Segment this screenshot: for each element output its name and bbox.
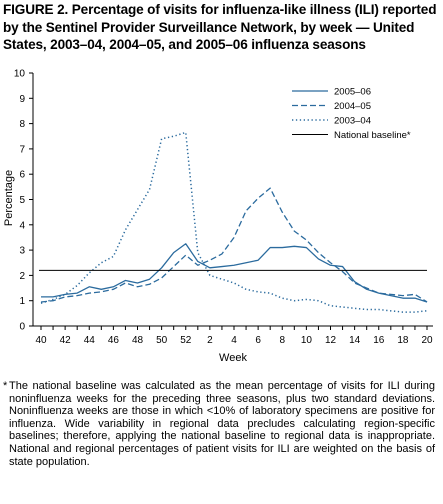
x-tick-label: 20 [421, 335, 433, 346]
x-tick-label: 4 [231, 335, 237, 346]
series-line [40, 131, 428, 313]
footnote-text: The national baseline was calculated as … [9, 380, 435, 468]
x-tick-label: 2 [207, 335, 213, 346]
legend-label: National baseline* [334, 130, 411, 141]
legend-label: 2004–05 [334, 101, 371, 112]
y-tick-label: 8 [19, 119, 25, 130]
x-tick-label: 44 [84, 335, 96, 346]
footnote-marker: * [3, 380, 8, 392]
series-lines [39, 131, 428, 313]
x-tick-label: 40 [35, 335, 47, 346]
x-tick-label: 16 [373, 335, 385, 346]
x-tick-label: 48 [132, 335, 144, 346]
chart-legend: 2005–06 2004–05 2003–04 National baseline* [292, 87, 411, 141]
x-tick-label: 14 [349, 335, 361, 346]
legend-label: 2005–06 [334, 87, 371, 98]
y-tick-label: 0 [19, 322, 25, 333]
x-tick-label: 6 [255, 335, 261, 346]
y-tick-label: 6 [19, 170, 25, 181]
legend-label: 2003–04 [334, 116, 371, 127]
y-tick-label: 1 [19, 296, 25, 307]
series-line [41, 243, 428, 303]
y-axis-label: Percentage [3, 170, 15, 226]
y-tick-label: 10 [14, 69, 26, 80]
y-axis-ticks: 0 1 2 3 4 5 6 7 8 9 10 [14, 69, 33, 333]
x-tick-label: 52 [180, 335, 192, 346]
x-tick-label: 12 [325, 335, 337, 346]
x-axis-label: Week [219, 352, 247, 364]
y-tick-label: 3 [19, 246, 25, 257]
series-line [40, 187, 428, 303]
x-tick-label: 46 [108, 335, 120, 346]
x-tick-label: 18 [397, 335, 409, 346]
figure-title: FIGURE 2. Percentage of visits for influ… [3, 2, 437, 52]
x-tick-label: 8 [279, 335, 285, 346]
footnote: * The national baseline was calculated a… [3, 380, 435, 468]
y-tick-label: 4 [19, 220, 25, 231]
y-tick-label: 7 [19, 144, 25, 155]
x-tick-label: 50 [156, 335, 168, 346]
x-tick-label: 10 [301, 335, 313, 346]
y-tick-label: 9 [19, 94, 25, 105]
y-tick-label: 2 [19, 271, 25, 282]
x-tick-label: 42 [60, 335, 72, 346]
x-axis-ticks: 40 42 44 46 48 50 52 2 4 6 8 10 12 14 16 18 20 [35, 326, 433, 346]
y-tick-label: 5 [19, 195, 25, 206]
